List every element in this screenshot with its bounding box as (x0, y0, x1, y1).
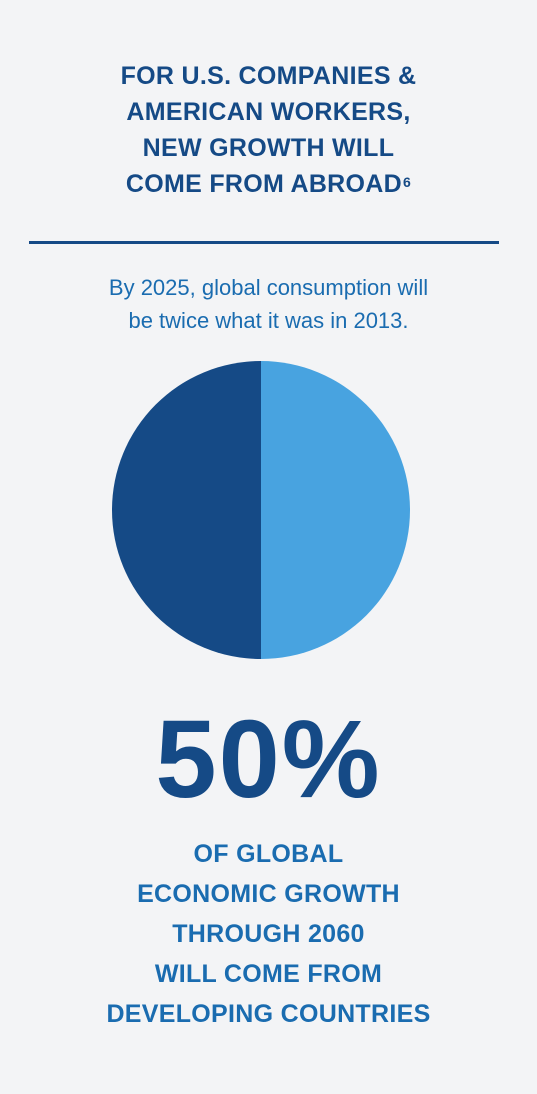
headline-line-4-text: COME FROM ABROAD (125, 170, 402, 198)
title-divider (29, 241, 499, 244)
headline-line-4: COME FROM ABROAD6 (0, 166, 537, 202)
headline-line-2: AMERICAN WORKERS, (126, 98, 411, 126)
caption-line-3: THROUGH 2060 (172, 920, 365, 948)
intro-line-1: By 2025, global consumption will (108, 275, 429, 300)
pie-chart (112, 361, 410, 659)
caption-line-4: WILL COME FROM (154, 960, 383, 988)
stat-caption: OF GLOBAL ECONOMIC GROWTH THROUGH 2060 W… (0, 834, 537, 1034)
footnote-marker: 6 (402, 174, 412, 190)
pie-slice-2 (112, 361, 261, 659)
pie-slice-1 (261, 361, 410, 659)
intro-line-2: be twice what it was in 2013. (128, 308, 409, 333)
stat-value: 50% (155, 698, 382, 821)
headline: FOR U.S. COMPANIES & AMERICAN WORKERS, N… (0, 58, 537, 202)
caption-line-2: ECONOMIC GROWTH (137, 880, 400, 908)
intro-text: By 2025, global consumption will be twic… (0, 271, 537, 337)
caption-line-5: DEVELOPING COUNTRIES (106, 1000, 431, 1028)
headline-line-3: NEW GROWTH WILL (142, 134, 395, 162)
caption-line-1: OF GLOBAL (193, 840, 344, 868)
headline-line-1: FOR U.S. COMPANIES & (120, 62, 417, 90)
